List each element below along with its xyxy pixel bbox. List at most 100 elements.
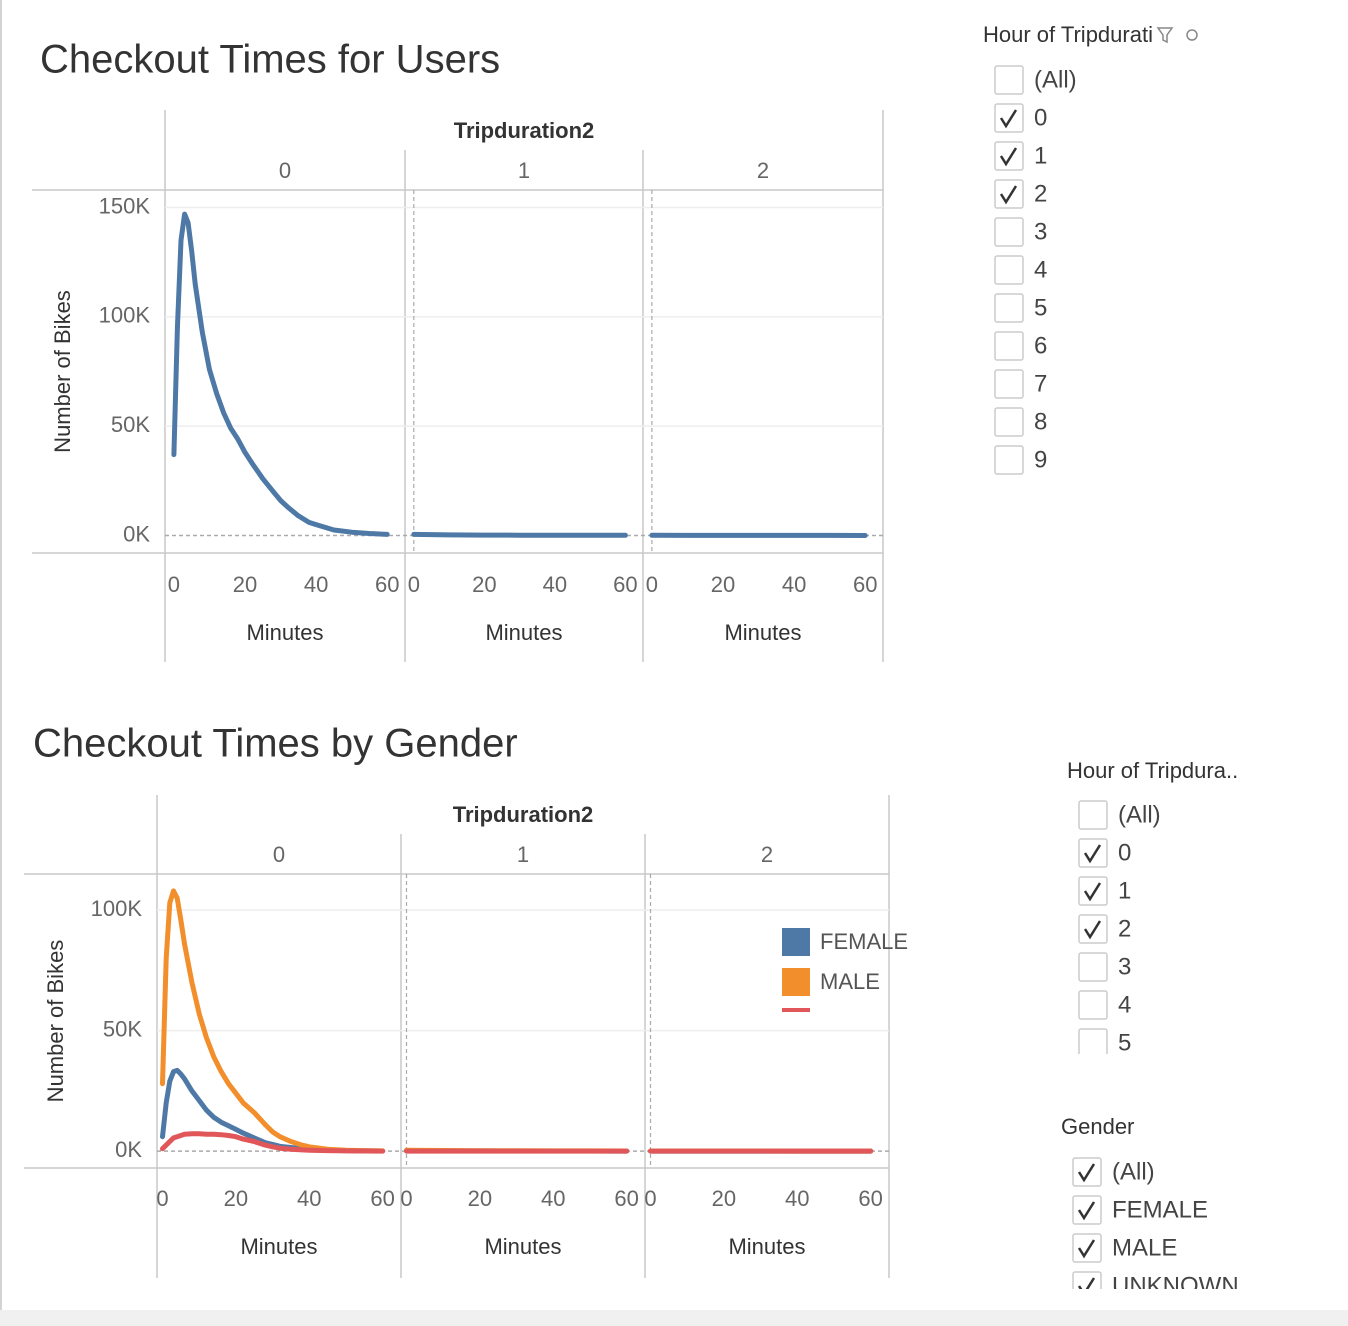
filter-item-label[interactable]: MALE [1112,1234,1177,1261]
x-tick-label: 60 [375,572,399,597]
facet-label: 2 [757,158,769,183]
filter-item-label[interactable]: 6 [1034,332,1047,359]
filter-icon [1156,27,1174,44]
filter-panel: Hour of Tripdura.. (All) 0 1 2 3 4 5 [1067,758,1238,1057]
filter-item-label[interactable]: 0 [1034,104,1047,131]
checkbox[interactable] [1072,1157,1102,1187]
checkbox[interactable] [994,331,1024,361]
checkbox[interactable] [994,407,1024,437]
series-line [411,531,628,538]
x-tick-label: 0 [168,572,180,597]
chart-title: Checkout Times for Users [40,38,500,82]
filter-item-label[interactable]: 1 [1034,142,1047,169]
checkbox[interactable] [1078,990,1108,1020]
x-axis-title: Minutes [484,1234,561,1259]
checkbox[interactable] [1078,800,1108,830]
x-tick-label: 0 [644,1186,656,1211]
checkmark [1077,1201,1096,1221]
filter-item-label[interactable]: 2 [1034,180,1047,207]
x-tick-label: 40 [304,572,328,597]
x-tick-label: 60 [370,1186,394,1211]
x-axis-title: Minutes [485,620,562,645]
facet-label: 2 [761,842,773,867]
filter-item-label[interactable]: 1 [1118,877,1131,904]
filter-item-label[interactable]: 5 [1118,1029,1131,1056]
bottom-bar [0,1310,1348,1326]
checkbox[interactable] [1078,1028,1108,1057]
facet-label: 0 [279,158,291,183]
checkbox[interactable] [994,179,1024,209]
checkbox[interactable] [1078,876,1108,906]
filter-panel: Gender (All) FEMALE MALE UNKNOWN [1061,1114,1239,1300]
x-axis-title: Minutes [724,620,801,645]
filter-item-label[interactable]: 4 [1118,991,1131,1018]
filter-item-label[interactable]: 7 [1034,370,1047,397]
filter-item-label[interactable]: 0 [1118,839,1131,866]
checkbox[interactable] [1078,838,1108,868]
checkmark [1077,1277,1096,1289]
y-tick-label: 50K [111,412,150,437]
x-tick-label: 20 [233,572,257,597]
checkmark [999,147,1018,167]
checkmark [1083,882,1102,902]
y-tick-label: 0K [115,1137,142,1162]
series-line [160,1131,386,1154]
checkbox[interactable] [1078,952,1108,982]
filter-item-label[interactable]: FEMALE [1112,1196,1208,1223]
facet-label: 0 [273,842,285,867]
filter-item-label[interactable]: (All) [1112,1158,1155,1185]
checkbox[interactable] [1072,1271,1102,1300]
checkbox[interactable] [994,65,1024,95]
filter-item-label[interactable]: (All) [1034,66,1077,93]
filter-item-label[interactable]: 2 [1118,915,1131,942]
x-tick-label: 40 [543,572,567,597]
facet-title: Tripduration2 [453,802,594,827]
checkbox[interactable] [994,217,1024,247]
x-axis-title: Minutes [240,1234,317,1259]
x-tick-label: 60 [853,572,877,597]
filter-title: Gender [1061,1114,1134,1139]
chart-title: Checkout Times by Gender [33,722,518,766]
facet-label: 1 [518,158,530,183]
filter-panel: Hour of Tripdurati (All) 0 1 2 3 4 5 6 7 8 9 [983,22,1198,475]
filter-item-label[interactable]: 3 [1118,953,1131,980]
filter-item-label[interactable]: 5 [1034,294,1047,321]
y-tick-label: 150K [99,193,151,218]
x-tick-label: 20 [468,1186,492,1211]
checkbox[interactable] [994,293,1024,323]
legend-swatch [782,928,810,956]
checkbox[interactable] [994,141,1024,171]
filter-item-label[interactable]: UNKNOWN [1112,1272,1239,1299]
series-line [160,888,386,1154]
checkmark [999,185,1018,205]
legend-label: MALE [820,969,880,994]
checkmark [1077,1239,1096,1259]
checkbox[interactable] [1078,914,1108,944]
checkmark [1077,1163,1096,1183]
x-tick-label: 20 [224,1186,248,1211]
checkbox[interactable] [994,255,1024,285]
checkbox[interactable] [994,369,1024,399]
x-axis-title: Minutes [246,620,323,645]
filter-item-label[interactable]: 3 [1034,218,1047,245]
checkbox[interactable] [994,103,1024,133]
checkmark [1083,920,1102,940]
x-tick-label: 40 [782,572,806,597]
filter-item-label[interactable]: (All) [1118,801,1161,828]
filter-item-label[interactable]: 4 [1034,256,1047,283]
checkbox[interactable] [994,445,1024,475]
filter-item-label[interactable]: 9 [1034,446,1047,473]
legend-label: FEMALE [820,929,908,954]
search-icon [1186,29,1198,41]
checkbox[interactable] [1072,1195,1102,1225]
filter-item-label[interactable]: 8 [1034,408,1047,435]
filter-title: Hour of Tripdura.. [1067,758,1238,783]
x-tick-label: 60 [613,572,637,597]
facet-label: 1 [517,842,529,867]
x-tick-label: 60 [858,1186,882,1211]
left-border [0,0,2,1310]
x-axis-title: Minutes [728,1234,805,1259]
checkbox[interactable] [1072,1233,1102,1263]
checkmark [1083,844,1102,864]
